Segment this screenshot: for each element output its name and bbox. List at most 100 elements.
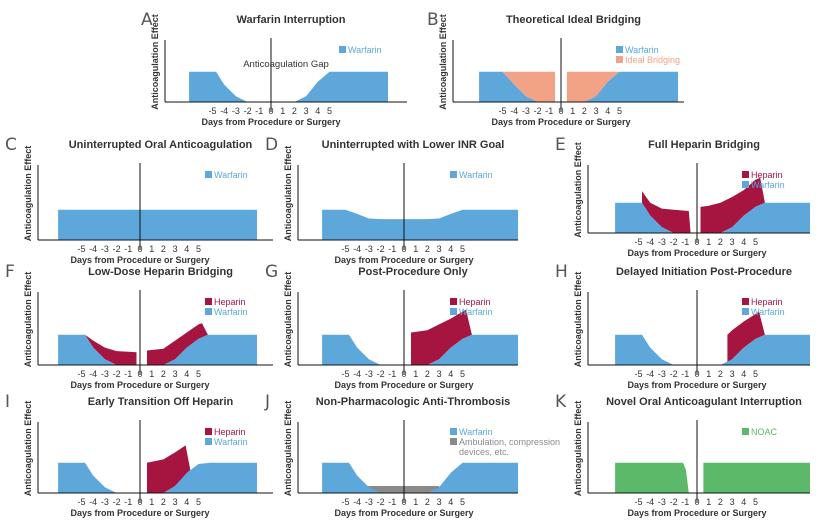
x-axis-label: Days from Procedure or Surgery (70, 255, 209, 265)
legend-swatch (205, 438, 212, 445)
legend-label: Warfarin (214, 170, 248, 180)
legend-swatch (742, 298, 749, 305)
x-tick-label: -5 (77, 244, 85, 254)
legend-label: Heparin (751, 170, 783, 180)
legend-label-continued: devices, etc. (459, 447, 509, 457)
x-tick-label: -4 (353, 244, 361, 254)
panel-title: Early Transition Off Heparin (88, 396, 234, 408)
legend-swatch (450, 428, 457, 435)
x-tick-label: -5 (634, 237, 642, 247)
y-axis-label: Anticoagulation Effect (283, 146, 293, 242)
series-heparin-band-1 (727, 311, 765, 365)
x-tick-label: -4 (646, 237, 654, 247)
series-noac-band-1 (615, 462, 689, 493)
x-tick-label: -4 (510, 106, 518, 116)
legend-swatch (339, 46, 346, 53)
legend-swatch (742, 428, 749, 435)
x-tick-label: -4 (353, 497, 361, 507)
series-ideal-bridging-band-1 (502, 71, 556, 102)
x-tick-label: -5 (341, 369, 349, 379)
x-tick-label: 0 (694, 497, 699, 507)
panel-title: Post-Procedure Only (358, 266, 468, 278)
x-tick-label: 3 (437, 244, 442, 254)
x-tick-label: 5 (617, 106, 622, 116)
x-tick-label: 5 (753, 237, 758, 247)
panel-letter: I (5, 392, 10, 412)
x-tick-label: -4 (646, 497, 654, 507)
x-tick-label: 4 (315, 106, 320, 116)
x-tick-label: -5 (498, 106, 506, 116)
legend-swatch (205, 298, 212, 305)
x-tick-label: -1 (124, 369, 132, 379)
y-axis-label: Anticoagulation Effect (573, 401, 583, 497)
panel-letter: H (555, 262, 568, 282)
x-tick-label: 3 (730, 369, 735, 379)
legend-swatch (742, 308, 749, 315)
x-tick-label: -3 (101, 244, 109, 254)
x-tick-label: 3 (594, 106, 599, 116)
y-axis-label: Anticoagulation Effect (573, 272, 583, 368)
series-warfarin-area (322, 462, 518, 493)
y-axis-label: Anticoagulation Effect (150, 14, 160, 110)
x-tick-label: -3 (658, 237, 666, 247)
x-tick-label: 3 (437, 369, 442, 379)
x-tick-label: 2 (292, 106, 297, 116)
x-tick-label: -5 (341, 497, 349, 507)
x-tick-label: -1 (681, 237, 689, 247)
x-tick-label: -2 (670, 497, 678, 507)
x-tick-label: 0 (694, 369, 699, 379)
x-tick-label: 1 (280, 106, 285, 116)
y-axis-label: Anticoagulation Effect (573, 142, 583, 238)
x-tick-label: -1 (255, 106, 263, 116)
x-tick-label: 5 (753, 369, 758, 379)
x-tick-label: 1 (706, 369, 711, 379)
y-axis-label: Anticoagulation Effect (438, 14, 448, 110)
x-tick-label: 3 (173, 369, 178, 379)
legend-swatch (205, 428, 212, 435)
x-tick-label: -3 (365, 244, 373, 254)
panel-title: Low-Dose Heparin Bridging (88, 266, 233, 278)
x-tick-label: 4 (741, 369, 746, 379)
legend-label: Heparin (751, 297, 783, 307)
x-tick-label: 0 (401, 244, 406, 254)
x-tick-label: -5 (77, 497, 85, 507)
legend-label: Warfarin (751, 307, 785, 317)
x-tick-label: -1 (124, 244, 132, 254)
x-tick-label: 4 (605, 106, 610, 116)
x-tick-label: -2 (377, 497, 385, 507)
panel-letter: K (555, 392, 567, 412)
panel-title: Novel Oral Anticoagulant Interruption (606, 396, 802, 408)
x-tick-label: 5 (460, 244, 465, 254)
x-tick-label: -3 (658, 497, 666, 507)
x-tick-label: -3 (365, 497, 373, 507)
legend-label: Heparin (214, 427, 246, 437)
legend-label: Warfarin (214, 437, 248, 447)
x-tick-label: -3 (101, 369, 109, 379)
x-tick-label: 5 (196, 369, 201, 379)
x-tick-label: 1 (149, 244, 154, 254)
x-axis-label: Days from Procedure or Surgery (334, 255, 473, 265)
x-tick-label: 4 (184, 369, 189, 379)
series-warfarin-area (58, 334, 257, 365)
x-tick-label: -1 (388, 244, 396, 254)
panel-title: Warfarin Interruption (237, 14, 346, 26)
y-axis-label: Anticoagulation Effect (23, 401, 33, 497)
x-tick-label: 1 (706, 497, 711, 507)
x-tick-label: 3 (437, 497, 442, 507)
panel-letter: C (5, 135, 17, 155)
x-tick-label: -5 (634, 369, 642, 379)
series-heparin-band-1 (642, 191, 691, 233)
x-tick-label: -2 (534, 106, 542, 116)
x-tick-label: 1 (413, 369, 418, 379)
x-tick-label: 1 (149, 497, 154, 507)
x-tick-label: 0 (137, 244, 142, 254)
panel-title: Uninterrupted with Lower INR Goal (322, 139, 505, 151)
